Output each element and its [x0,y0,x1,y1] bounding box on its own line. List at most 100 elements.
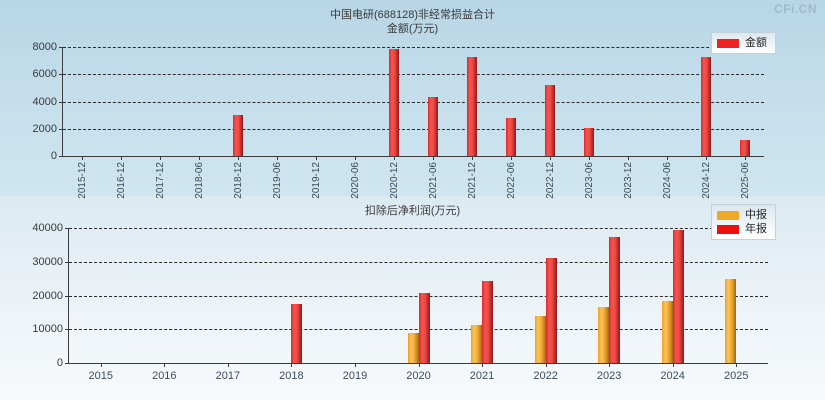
y-axis-tick-mark [65,363,69,364]
bottom-chart-panel [0,196,825,400]
x-axis-tick-mark [418,363,420,367]
x-axis-tick-mark [121,156,123,160]
y-axis-tick-mark [65,329,69,331]
y-axis-tick-label: 8000 [32,41,57,53]
x-axis-tick-mark [82,156,84,160]
x-axis-tick-mark [277,156,279,160]
x-axis-tick-mark [227,363,229,367]
x-axis-tick-mark [160,156,162,160]
bottom-chart-plot-area: 0 10000 20000 30000 40000 2015 2016 2017 2018 201… [32,222,768,382]
x-axis-tick-label: 2022-06 [505,162,517,199]
x-axis-tick-label: 2024 [660,370,685,382]
gridline [69,228,768,229]
x-axis-tick-mark [471,156,473,160]
y-axis-tick-label: 10000 [32,323,63,336]
x-axis-tick-label: 2015 [88,370,114,382]
x-axis-tick-label: 2024-06 [661,162,673,199]
bar [482,281,494,363]
y-axis-tick-mark [59,128,63,130]
x-axis-tick-label: 2017 [215,370,241,382]
bar [291,303,303,363]
bar [544,85,555,156]
x-axis-tick-mark [355,156,357,160]
x-axis-tick-mark [432,156,434,160]
watermark-label: CFi.CN [774,2,817,16]
bar [700,57,711,156]
x-axis-tick-label: 2016 [152,370,177,382]
x-axis-tick-label: 2022-12 [544,162,556,199]
bar [418,292,430,363]
bar [672,229,684,363]
x-axis-tick-label: 2020-12 [389,162,401,199]
gridline [69,261,768,263]
bar [466,57,477,156]
bar [739,139,750,156]
x-axis-tick-mark [545,363,547,367]
bar [725,278,737,363]
y-axis-tick-label: 20000 [32,289,63,302]
x-axis-tick-label: 2018-06 [194,162,206,199]
bar [598,307,610,363]
x-axis-tick-label: 2022 [533,370,558,382]
gridline [63,101,764,103]
x-axis-tick-label: 2021-12 [466,162,478,199]
x-axis-tick-label: 2024-12 [700,162,712,199]
x-axis-tick-mark [164,363,166,367]
gridline [63,74,764,76]
x-axis-tick-mark [482,363,484,367]
x-axis-tick-label: 2018 [279,370,304,382]
x-axis-tick-label: 2021-06 [427,162,439,199]
x-axis-tick-mark [199,156,201,160]
x-axis-tick-mark [627,156,629,160]
x-axis-tick-mark [672,363,674,367]
bar [407,332,419,363]
bar [471,325,483,363]
x-axis-tick-label: 2015-12 [77,162,89,199]
legend-item[interactable]: 中报 [717,208,767,222]
x-axis-tick-label: 2023 [596,370,622,382]
x-axis-tick-label: 2017-12 [155,162,167,199]
bar [661,301,673,363]
x-axis-tick-mark [510,156,512,160]
bar [389,49,400,156]
x-axis-tick-mark [705,156,707,160]
x-axis-tick-mark [588,156,590,160]
legend-color-swatch [717,210,739,220]
gridline [63,47,764,48]
y-axis-tick-mark [59,47,63,48]
y-axis-tick-label: 4000 [32,95,57,108]
legend-color-swatch [717,38,739,48]
x-axis-tick-label: 2025-06 [739,162,751,199]
x-axis-tick-label: 2020-06 [350,162,362,199]
x-axis-tick-label: 2019 [342,370,368,382]
bar [545,257,557,363]
bottom-chart-legend: 中报 年报 [711,204,776,240]
legend-item-label: 年报 [745,223,767,235]
x-axis-tick-label: 2020 [406,370,431,382]
y-axis-tick-mark [65,295,69,297]
x-axis-tick-mark [666,156,668,160]
y-axis-tick-label: 6000 [32,68,57,81]
y-axis-tick-mark [65,261,69,263]
y-axis-tick-label: 2000 [32,122,57,135]
bar [609,237,621,363]
top-chart-panel [0,0,825,196]
y-axis-tick-mark [65,228,69,229]
y-axis-tick-mark [59,74,63,76]
x-axis-tick-label: 2019-12 [311,162,323,199]
legend-item[interactable]: 年报 [717,222,767,236]
legend-item[interactable]: 金额 [717,36,767,50]
top-chart-legend: 金额 [711,32,776,54]
y-axis-tick-label: 0 [50,150,57,162]
x-axis-tick-mark [549,156,551,160]
x-axis-tick-mark [238,156,240,160]
top-chart-subtitle: 金额(万元) [386,23,439,35]
bar [427,97,438,156]
x-axis-tick-mark [316,156,318,160]
y-axis-tick-mark [59,156,63,157]
x-axis-tick-mark [394,156,396,160]
x-axis-tick-label: 2019-06 [272,162,284,199]
x-axis-tick-mark [100,363,102,367]
x-axis-tick-mark [609,363,611,367]
